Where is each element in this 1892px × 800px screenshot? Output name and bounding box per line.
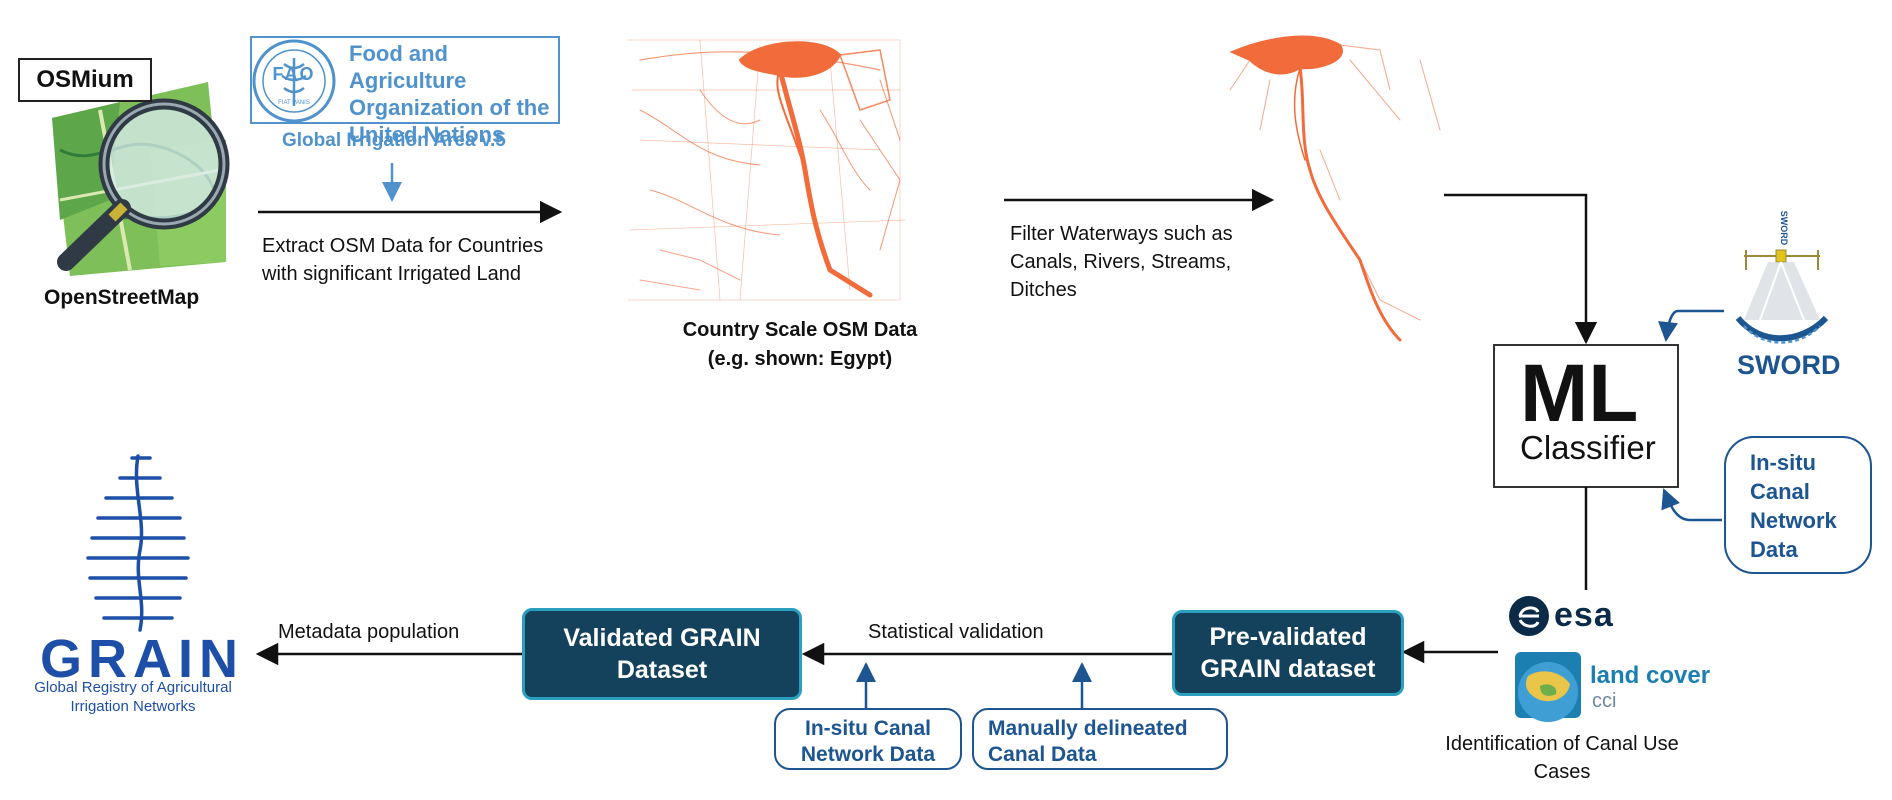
insitu-bottom-box: In-situ Canal Network Data [774, 708, 962, 770]
esa-logo-icon [1509, 596, 1549, 636]
grain-full-name: Global Registry of Agricultural Irrigati… [34, 679, 232, 715]
ml-classifier-box [1493, 344, 1679, 488]
ml-subtitle: Classifier [1520, 429, 1656, 466]
manual-delineated-box: Manually delineated Canal Data [972, 708, 1228, 770]
esa-caption: Identification of Canal Use Cases [1445, 733, 1679, 783]
validated-grain-box: Validated GRAIN Dataset [522, 608, 802, 700]
extract-caption: Extract OSM Data for Countries with sign… [262, 235, 544, 285]
filtered-waterways-map [1229, 35, 1441, 342]
map-to-ml-arrow [1444, 193, 1598, 345]
sword-to-ml-arrow [1658, 309, 1724, 342]
validated-text: Validated GRAIN Dataset [563, 624, 761, 684]
osmium-text: OSMium [36, 66, 134, 93]
sword-label: SWORD [1737, 350, 1841, 380]
filter-caption: Filter Waterways such as Canals, Rivers,… [1010, 223, 1233, 301]
openstreetmap-label: OpenStreetMap [44, 286, 200, 309]
prevalidated-text: Pre-validated GRAIN dataset [1200, 623, 1376, 683]
ml-title: ML [1520, 348, 1639, 439]
country-caption-line1: Country Scale OSM Data [682, 319, 918, 341]
fao-logo-motto: FIAT PANIS [278, 100, 310, 106]
fao-logo-box [250, 36, 560, 124]
osmium-label: OSMium [18, 58, 152, 102]
grain-tree-icon [86, 454, 190, 632]
country-caption-line2: (e.g. shown: Egypt) [707, 348, 893, 370]
grain-wordmark: GRAIN [40, 629, 244, 689]
statistical-validation-label: Statistical validation [868, 621, 1044, 643]
fao-logo-letters: FAO [272, 64, 316, 84]
fao-emblem-icon [252, 39, 336, 123]
sword-satellite-icon [1735, 249, 1829, 344]
insitu-right-text: In-situ Canal Network Data [1750, 450, 1837, 562]
magnifier-icon [57, 98, 230, 271]
prevalidated-grain-box: Pre-validated GRAIN dataset [1172, 610, 1404, 696]
esa-wordmark: esa [1554, 596, 1614, 634]
insitu-bottom-text: In-situ Canal Network Data [800, 717, 936, 766]
fao-name: Food and Agriculture Organization of the… [349, 41, 550, 147]
insitu-to-ml-arrow [1661, 488, 1722, 522]
manual-delineated-text: Manually delineated Canal Data [988, 717, 1188, 766]
country-caption: Country Scale OSM Data (e.g. shown: Egyp… [630, 316, 970, 374]
cci-label: cci [1592, 690, 1617, 712]
land-cover-label: land cover [1590, 662, 1711, 689]
metadata-population-label: Metadata population [278, 621, 460, 643]
land-cover-globe-icon [1515, 652, 1581, 722]
fao-dataset-label: Global Irrigation Area v.5 [282, 130, 506, 151]
insitu-right-box: In-situ Canal Network Data [1724, 436, 1872, 574]
sword-small-label: SWORD [1779, 211, 1789, 246]
country-osm-map [627, 39, 906, 301]
